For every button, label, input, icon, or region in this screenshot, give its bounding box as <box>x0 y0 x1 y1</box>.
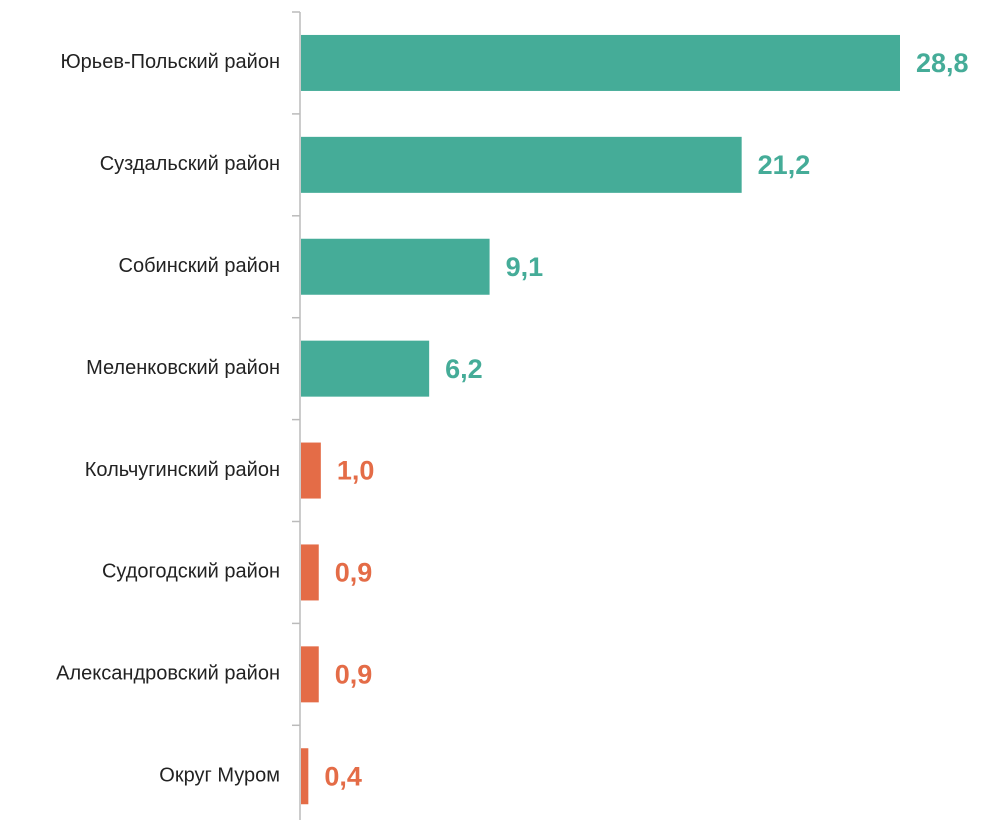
value-label: 1,0 <box>337 456 375 486</box>
category-label: Суздальский район <box>100 153 280 175</box>
value-label: 6,2 <box>445 354 483 384</box>
category-label: Александровский район <box>56 663 280 685</box>
category-label: Собинский район <box>119 255 280 277</box>
bar <box>301 544 319 601</box>
value-label: 0,4 <box>324 761 362 791</box>
category-label: Округ Муром <box>159 765 280 787</box>
category-label: Меленковский район <box>86 357 280 379</box>
bar <box>301 238 490 295</box>
value-label: 0,9 <box>335 659 373 689</box>
bar <box>301 748 309 805</box>
bar <box>301 646 319 703</box>
category-label: Кольчугинский район <box>85 459 280 481</box>
value-label: 0,9 <box>335 558 373 588</box>
value-label: 21,2 <box>758 150 811 180</box>
bar <box>301 340 430 397</box>
bar <box>301 136 742 193</box>
bar <box>301 34 900 91</box>
category-label: Юрьев-Польский район <box>60 51 280 73</box>
value-label: 28,8 <box>916 48 969 78</box>
value-label: 9,1 <box>506 252 544 282</box>
bar <box>301 442 321 499</box>
category-label: Судогодский район <box>102 561 280 583</box>
